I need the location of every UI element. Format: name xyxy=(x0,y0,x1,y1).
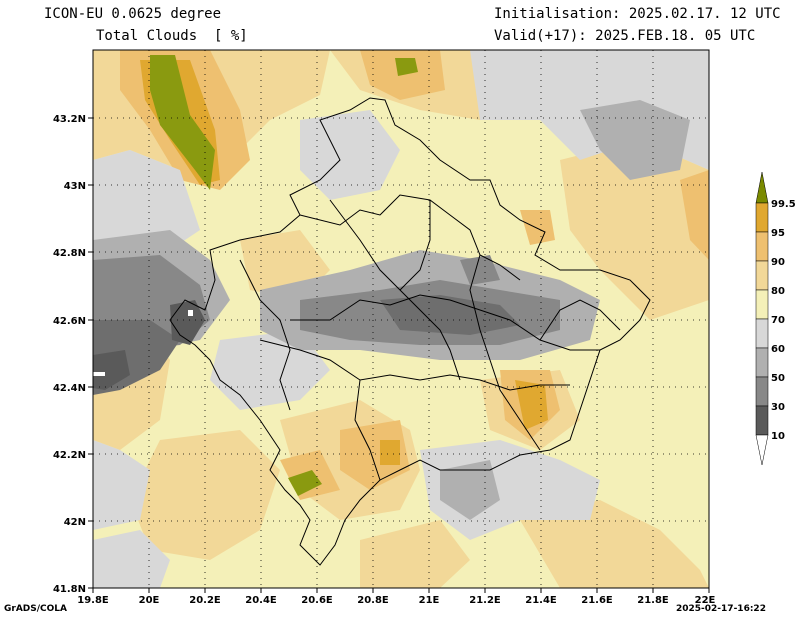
colorbar-segment xyxy=(755,289,769,320)
lon-tick-label: 21E xyxy=(419,595,440,606)
lon-tick-label: 20.8E xyxy=(357,595,389,606)
lat-tick-label: 43.2N xyxy=(53,114,86,125)
colorbar-label: 10 xyxy=(771,431,785,442)
lat-tick-label: 42.6N xyxy=(53,316,86,327)
lon-tick-label: 21.2E xyxy=(469,595,501,606)
colorbar-segment xyxy=(755,202,769,233)
lon-tick-label: 21.8E xyxy=(637,595,669,606)
lon-tick-label: 20E xyxy=(139,595,160,606)
colorbar-label: 95 xyxy=(771,228,785,239)
footer-timestamp: 2025-02-17-16:22 xyxy=(676,604,766,614)
lon-tick-label: 20.2E xyxy=(189,595,221,606)
colorbar-label: 60 xyxy=(771,344,785,355)
graticule xyxy=(93,50,709,588)
colorbar-segment xyxy=(755,347,769,378)
lat-tick-label: 43N xyxy=(64,181,86,192)
colorbar-segment xyxy=(755,318,769,349)
lat-tick-label: 41.8N xyxy=(53,584,86,595)
colorbar-bottom-triangle xyxy=(755,434,769,466)
footer-credit: GrADS/COLA xyxy=(4,604,67,614)
lat-tick-label: 42.8N xyxy=(53,248,86,259)
lat-tick-label: 42N xyxy=(64,517,86,528)
colorbar-segment xyxy=(755,376,769,407)
colorbar-label: 70 xyxy=(771,315,785,326)
init-time: Initialisation: 2025.02.17. 12 UTC xyxy=(494,6,781,22)
lon-tick-label: 20.4E xyxy=(245,595,277,606)
colorbar-label: 99.5 xyxy=(771,199,796,210)
colorbar-label: 80 xyxy=(771,286,785,297)
lat-tick-label: 42.4N xyxy=(53,383,86,394)
admin-borders xyxy=(169,97,651,566)
colorbar: 99.5 95 90 80 70 60 50 30 10 xyxy=(755,171,796,466)
colorbar-label: 50 xyxy=(771,373,785,384)
cloud-field xyxy=(93,50,709,588)
lon-tick-label: 21.4E xyxy=(525,595,557,606)
lon-axis: 19.8E 20E 20.2E 20.4E 20.6E 20.8E 21E 21… xyxy=(77,595,715,606)
colorbar-label: 90 xyxy=(771,257,785,268)
map-frame xyxy=(92,49,710,589)
model-title: ICON-EU 0.0625 degree xyxy=(44,6,222,22)
colorbar-segment xyxy=(755,231,769,262)
tick-marks xyxy=(88,117,710,593)
valid-time: Valid(+17): 2025.FEB.18. 05 UTC xyxy=(494,28,756,44)
lon-tick-label: 19.8E xyxy=(77,595,109,606)
lon-tick-label: 22E xyxy=(695,595,716,606)
colorbar-segment xyxy=(755,405,769,436)
field-title: Total Clouds [ %] xyxy=(96,28,248,44)
colorbar-top-triangle xyxy=(755,171,769,204)
lat-tick-label: 42.2N xyxy=(53,450,86,461)
lon-tick-label: 21.6E xyxy=(581,595,613,606)
lon-tick-label: 20.6E xyxy=(301,595,333,606)
colorbar-segment xyxy=(755,260,769,291)
colorbar-label: 30 xyxy=(771,402,785,413)
lat-axis: 43.2N 43N 42.8N 42.6N 42.4N 42.2N 42N 41… xyxy=(53,114,86,595)
